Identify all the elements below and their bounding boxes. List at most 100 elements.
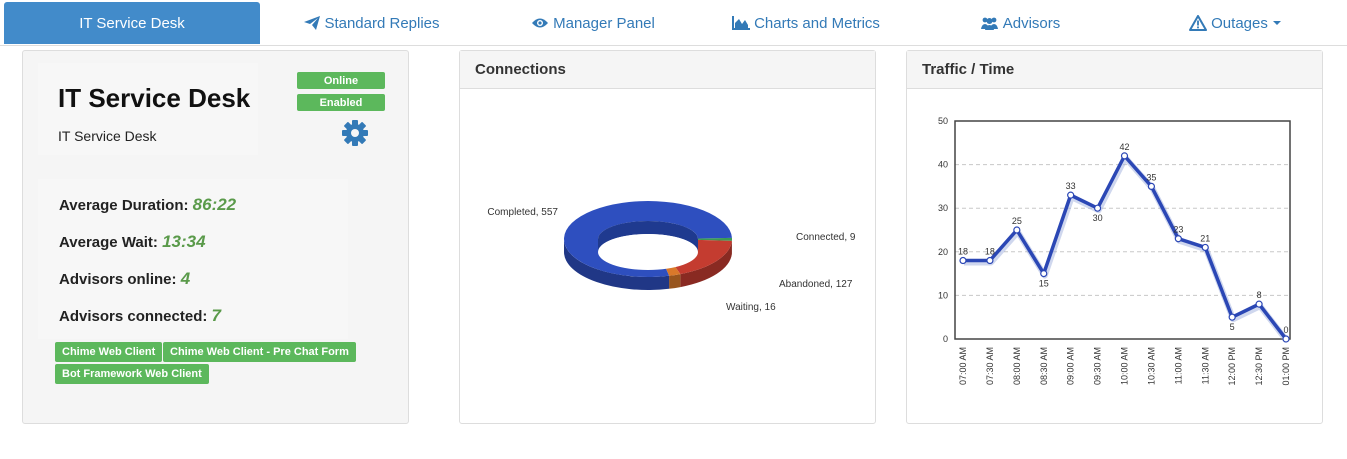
plot-frame [954,120,1291,340]
data-point [1228,313,1236,321]
stats-box [38,179,348,339]
data-label: 42 [1119,142,1129,152]
x-tick-label: 07:00 AM [958,347,968,385]
series-line [963,154,1288,341]
data-point [1013,226,1021,234]
y-tick-label: 10 [938,290,948,300]
donut-label-abandoned: Abandoned, 127 [779,279,853,290]
tab-manager-panel[interactable]: Manager Panel [520,2,666,44]
data-label: 18 [985,247,995,257]
users-icon [980,16,999,30]
client-chip[interactable]: Bot Framework Web Client [55,364,209,384]
data-point [959,256,967,265]
tab-advisors[interactable]: Advisors [968,2,1072,44]
stat-label: Average Duration: [59,197,189,214]
donut-side-abandoned [680,240,732,288]
tab-label: Manager Panel [553,14,655,32]
data-point [1093,204,1102,212]
data-point [1120,152,1129,160]
tab-charts-and-metrics[interactable]: Charts and Metrics [724,2,888,44]
tab-it-service-desk[interactable]: IT Service Desk [4,2,260,44]
tab-label: Charts and Metrics [754,14,880,32]
data-label: 18 [958,247,968,257]
online-status-badge: Online [297,72,385,89]
stat-advisors-connected: Advisors connected: 7 [59,306,221,326]
data-point [1255,300,1263,308]
stat-average-duration: Average Duration: 86:22 [59,195,236,215]
donut-slice-connected [697,237,732,241]
data-label: 23 [1173,225,1183,235]
data-point [1282,335,1290,343]
data-label: 15 [1039,279,1049,289]
x-tick-label: 11:30 AM [1200,347,1210,384]
client-chip[interactable]: Chime Web Client - Pre Chat Form [163,342,356,362]
stat-value: 86:22 [192,195,237,214]
y-tick-label: 30 [938,203,948,213]
stat-advisors-online: Advisors online: 4 [59,269,190,289]
stat-value: 7 [211,306,222,325]
data-point [986,256,994,265]
page-title: IT Service Desk [58,83,251,113]
tab-standard-replies[interactable]: Standard Replies [298,2,446,44]
tab-label: Outages [1211,14,1268,32]
donut-side-waiting [669,274,681,289]
title-box [38,63,258,155]
donut-hole [598,234,698,270]
x-tick-label: 10:30 AM [1146,347,1156,385]
chevron-down-icon [1272,21,1281,25]
data-label: 33 [1066,181,1076,191]
paper-plane-icon [304,16,321,30]
x-tick-label: 12:00 PM [1227,347,1237,386]
donut-inner-wall [598,221,698,252]
y-tick-label: 50 [938,116,948,126]
y-tick-label: 40 [938,160,948,170]
x-tick-label: 09:30 AM [1093,347,1103,385]
x-tick-label: 08:00 AM [1012,347,1022,385]
data-label: 5 [1230,322,1235,332]
data-point [1040,270,1048,278]
donut-label-waiting: Waiting, 16 [726,302,776,313]
client-chip[interactable]: Chime Web Client [55,342,163,362]
y-tick-label: 0 [943,334,948,344]
x-tick-label: 12:30 PM [1254,347,1264,386]
data-point [1174,235,1182,243]
data-label: 35 [1146,172,1156,182]
panel-heading: Traffic / Time [907,51,1322,89]
tab-label: IT Service Desk [79,14,185,32]
data-point [1067,191,1075,199]
x-tick-label: 09:00 AM [1066,347,1076,385]
data-point [1147,182,1156,191]
stat-value: 13:34 [162,232,206,251]
donut-label-completed: Completed, 557 [487,207,558,218]
data-label: 21 [1200,233,1210,243]
stat-value: 4 [180,269,191,288]
tab-label: Advisors [1002,14,1061,32]
stat-label: Advisors connected: [59,308,208,325]
tab-label: Standard Replies [324,14,440,32]
y-tick-label: 20 [938,247,948,257]
top-nav: IT Service Desk Standard Replies Manager… [0,0,1347,46]
donut-slices [564,201,732,290]
panel-heading: Connections [460,51,875,89]
connections-panel: Connections Completed, 557 Connected, 9 Ab… [459,50,876,424]
x-tick-label: 08:30 AM [1039,347,1049,385]
warning-icon [1189,15,1208,31]
x-tick-label: 07:30 AM [985,347,995,385]
eye-icon [531,17,549,29]
donut-side-completed [564,239,670,290]
stat-average-wait: Average Wait: 13:34 [59,232,206,252]
traffic-line-chart: 0 10 20 30 40 50 07:00 AM 07:30 AM 08:00 AM 08:30… [938,116,1291,386]
page-subtitle: IT Service Desk [58,128,157,144]
donut-slice-abandoned [667,239,732,275]
data-label: 30 [1093,213,1103,223]
x-tick-label: 01:00 PM [1281,347,1291,386]
enabled-status-badge: Enabled [297,94,385,111]
data-label: 8 [1257,290,1262,300]
service-info-panel: IT Service Desk IT Service Desk Online E… [22,50,409,424]
data-point [1201,243,1209,252]
x-tick-label: 10:00 AM [1120,347,1130,385]
gear-icon[interactable] [341,119,369,152]
tab-outages[interactable]: Outages [1180,2,1290,44]
donut-label-connected: Connected, 9 [796,232,856,243]
area-chart-icon [732,16,751,30]
